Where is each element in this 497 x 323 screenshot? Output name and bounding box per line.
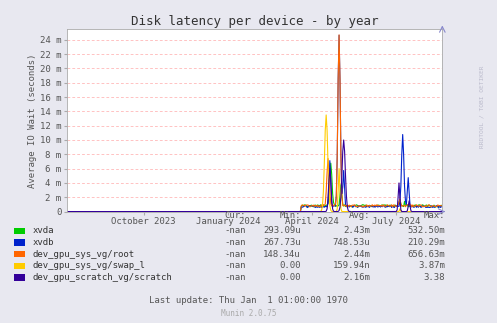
Text: xvda: xvda	[32, 226, 54, 235]
Text: 748.53u: 748.53u	[332, 238, 370, 247]
Text: Max:: Max:	[423, 211, 445, 220]
Text: 2.16m: 2.16m	[343, 273, 370, 282]
Text: 532.50m: 532.50m	[407, 226, 445, 235]
Text: xvdb: xvdb	[32, 238, 54, 247]
Title: Disk latency per device - by year: Disk latency per device - by year	[131, 15, 378, 28]
Text: Munin 2.0.75: Munin 2.0.75	[221, 309, 276, 318]
Text: 148.34u: 148.34u	[263, 250, 301, 259]
Y-axis label: Average IO Wait (seconds): Average IO Wait (seconds)	[28, 53, 37, 188]
Text: 2.43m: 2.43m	[343, 226, 370, 235]
Text: -nan: -nan	[225, 261, 246, 270]
Text: 293.09u: 293.09u	[263, 226, 301, 235]
Text: Last update: Thu Jan  1 01:00:00 1970: Last update: Thu Jan 1 01:00:00 1970	[149, 296, 348, 305]
Text: dev_gpu_sys_vg/swap_l: dev_gpu_sys_vg/swap_l	[32, 261, 145, 270]
Text: Avg:: Avg:	[349, 211, 370, 220]
Text: RRDTOOL / TOBI OETIKER: RRDTOOL / TOBI OETIKER	[480, 65, 485, 148]
Text: 0.00: 0.00	[279, 273, 301, 282]
Text: 267.73u: 267.73u	[263, 238, 301, 247]
Text: -nan: -nan	[225, 250, 246, 259]
Text: 159.94n: 159.94n	[332, 261, 370, 270]
Text: -nan: -nan	[225, 273, 246, 282]
Text: -nan: -nan	[225, 226, 246, 235]
Text: 656.63m: 656.63m	[407, 250, 445, 259]
Text: dev_gpu_scratch_vg/scratch: dev_gpu_scratch_vg/scratch	[32, 273, 172, 282]
Text: 0.00: 0.00	[279, 261, 301, 270]
Text: dev_gpu_sys_vg/root: dev_gpu_sys_vg/root	[32, 250, 134, 259]
Text: 2.44m: 2.44m	[343, 250, 370, 259]
Text: Min:: Min:	[279, 211, 301, 220]
Text: Cur:: Cur:	[225, 211, 246, 220]
Text: 3.87m: 3.87m	[418, 261, 445, 270]
Text: 210.29m: 210.29m	[407, 238, 445, 247]
Text: 3.38: 3.38	[423, 273, 445, 282]
Text: -nan: -nan	[225, 238, 246, 247]
